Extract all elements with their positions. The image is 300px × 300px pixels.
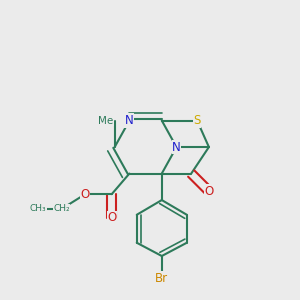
Text: O: O [204,185,214,198]
Text: O: O [107,211,116,224]
Text: Me: Me [98,116,113,126]
Text: N: N [172,141,181,154]
Text: N: N [125,114,134,127]
Text: O: O [81,188,90,201]
Text: CH₃: CH₃ [30,204,46,213]
Text: CH₂: CH₂ [53,204,70,213]
Text: Br: Br [155,272,168,285]
Text: S: S [194,114,201,127]
